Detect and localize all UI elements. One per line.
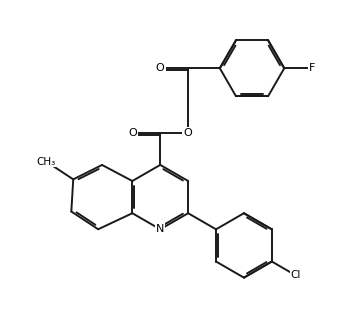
- Text: F: F: [309, 63, 315, 73]
- Text: Cl: Cl: [290, 270, 301, 280]
- Text: N: N: [156, 224, 164, 234]
- Text: O: O: [183, 128, 192, 138]
- Text: CH₃: CH₃: [37, 156, 56, 167]
- Text: O: O: [156, 63, 165, 73]
- Text: O: O: [129, 128, 137, 138]
